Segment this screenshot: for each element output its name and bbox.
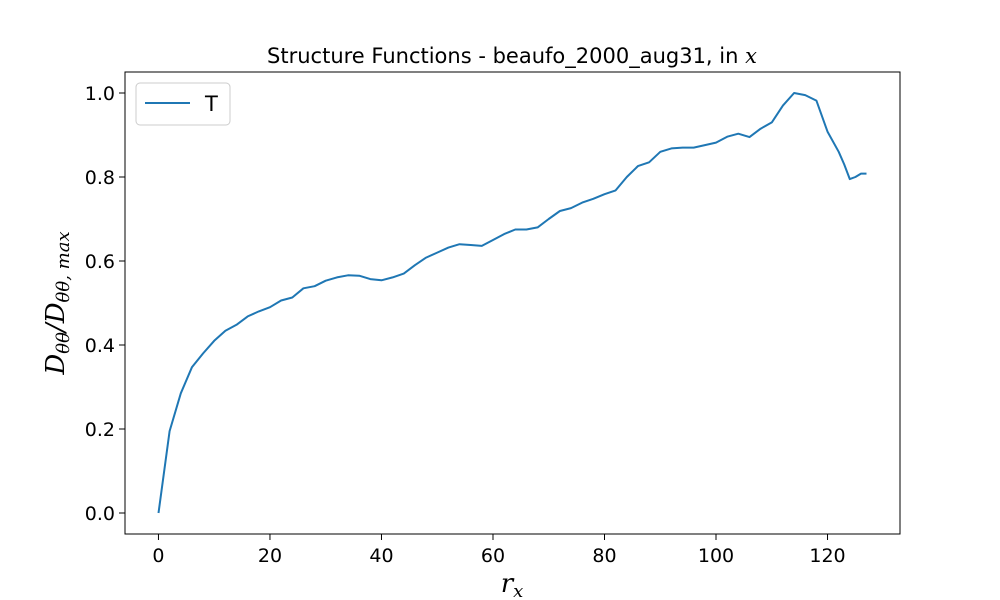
y-axis-label-sub1: θθ <box>53 332 74 354</box>
legend: T <box>135 82 231 126</box>
series-line-T <box>157 92 867 514</box>
y-axis-ticks: 0.0 0.2 0.4 0.6 0.8 1.0 <box>85 83 125 525</box>
x-axis-ticks: 0 20 40 60 80 100 120 <box>152 534 846 567</box>
x-tick-label: 20 <box>258 545 282 567</box>
y-tick-label: 0.8 <box>85 167 115 189</box>
x-tick-label: 40 <box>369 545 393 567</box>
y-axis-label: Dθθ/Dθθ, max <box>41 231 74 375</box>
y-tick-label: 0.2 <box>85 419 115 441</box>
y-tick-label: 0.0 <box>85 503 115 525</box>
y-tick-label: 1.0 <box>85 83 115 105</box>
y-tick-label: 0.6 <box>85 251 115 273</box>
x-axis-label: rx <box>501 569 524 600</box>
x-tick-label: 80 <box>592 545 616 567</box>
y-axis-label-slash: /D <box>41 302 71 335</box>
legend-label-T: T <box>204 92 218 116</box>
chart-title-text: Structure Functions - beaufo_2000_aug31,… <box>267 44 745 69</box>
x-tick-label: 120 <box>809 545 845 567</box>
plot-area-frame <box>124 71 901 535</box>
x-tick-label: 100 <box>698 545 734 567</box>
x-axis-label-sub: x <box>513 581 523 600</box>
chart-title-var: x <box>745 44 757 68</box>
y-tick-label: 0.4 <box>85 335 115 357</box>
x-tick-label: 60 <box>481 545 505 567</box>
y-axis-label-sub2: θθ, max <box>53 231 74 302</box>
chart-title: Structure Functions - beaufo_2000_aug31,… <box>267 44 757 69</box>
y-axis-label-main: D <box>41 354 71 376</box>
x-tick-label: 0 <box>152 545 164 567</box>
x-axis-label-main: r <box>501 569 515 599</box>
